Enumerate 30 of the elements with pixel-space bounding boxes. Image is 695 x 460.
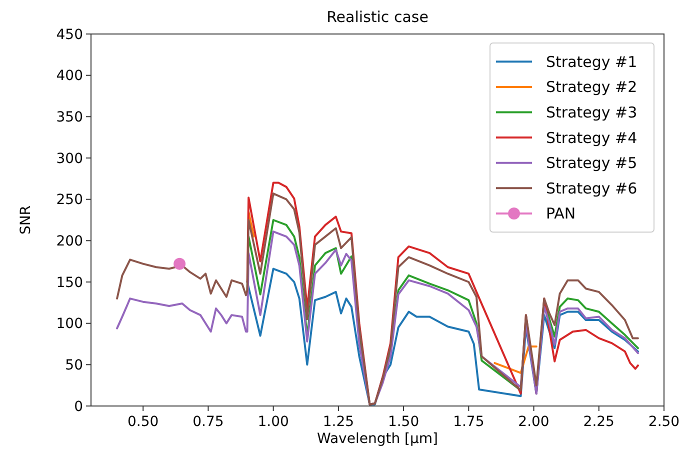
x-tick-label: 0.75 bbox=[192, 414, 224, 430]
legend-label: Strategy #2 bbox=[546, 78, 638, 96]
x-tick-label: 1.00 bbox=[258, 414, 289, 430]
legend-label: Strategy #1 bbox=[546, 52, 638, 71]
x-tick-label: 1.25 bbox=[322, 414, 354, 430]
x-tick-label: 1.50 bbox=[388, 414, 420, 430]
x-tick-label: 2.50 bbox=[648, 414, 680, 430]
legend-label: Strategy #4 bbox=[546, 128, 638, 147]
legend-label: Strategy #6 bbox=[546, 179, 638, 198]
y-tick-label: 100 bbox=[56, 316, 83, 332]
y-tick-label: 450 bbox=[56, 26, 83, 43]
x-tick-label: 1.75 bbox=[453, 414, 484, 430]
y-tick-label: 50 bbox=[65, 358, 83, 374]
legend-label: PAN bbox=[546, 204, 576, 223]
legend-label: Strategy #5 bbox=[546, 154, 638, 172]
y-tick-label: 150 bbox=[56, 274, 83, 291]
x-tick-label: 2.25 bbox=[583, 414, 614, 430]
y-tick-label: 200 bbox=[56, 234, 83, 250]
y-tick-label: 350 bbox=[56, 110, 83, 126]
chart-title: Realistic case bbox=[326, 8, 428, 26]
y-axis-title: SNR bbox=[18, 205, 34, 235]
x-tick-label: 0.50 bbox=[128, 414, 159, 430]
y-tick-label: 250 bbox=[56, 192, 83, 208]
x-tick-label: 2.00 bbox=[518, 414, 550, 430]
legend-label: Strategy #3 bbox=[546, 104, 638, 122]
y-tick-label: 0 bbox=[74, 398, 83, 415]
y-tick-label: 300 bbox=[56, 150, 83, 167]
line-series bbox=[246, 268, 639, 406]
x-axis-title: Wavelength [μm] bbox=[317, 431, 438, 447]
y-tick-label: 400 bbox=[56, 68, 83, 84]
